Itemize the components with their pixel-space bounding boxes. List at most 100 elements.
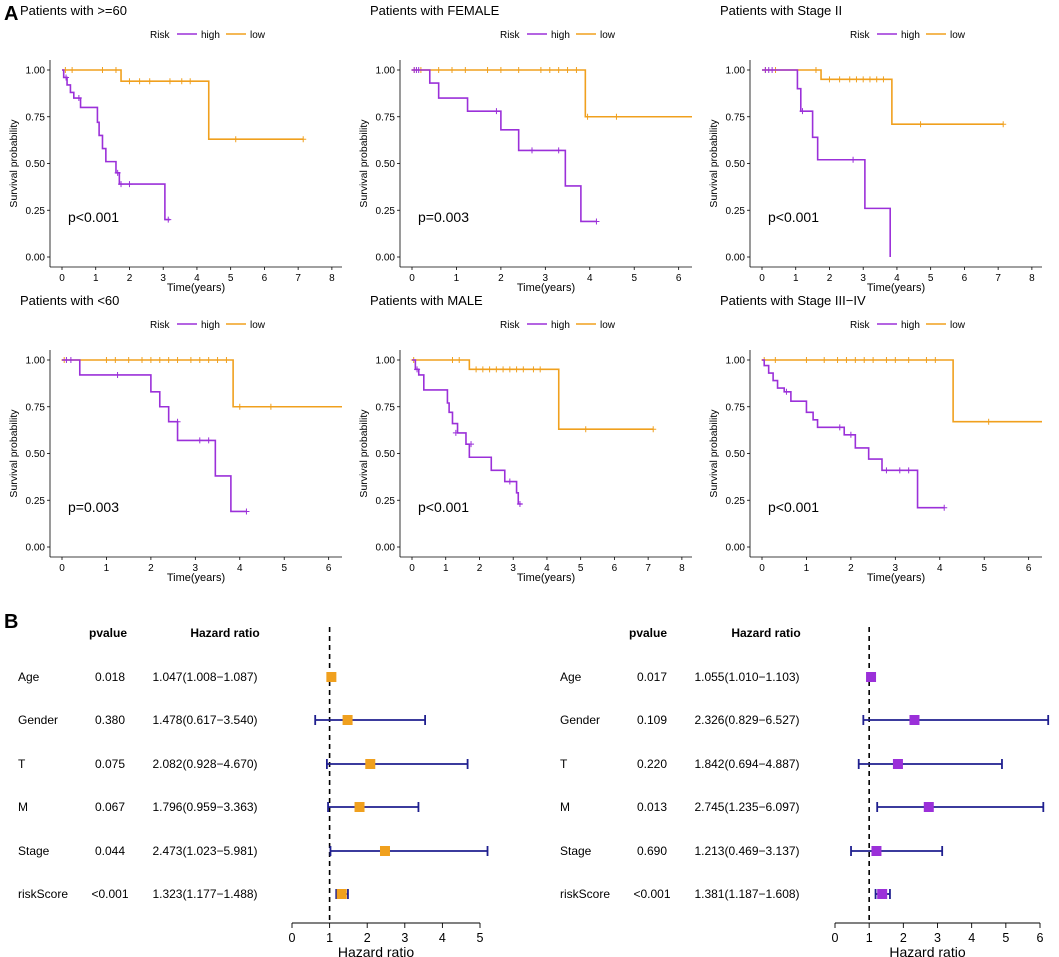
x-axis-label: Time(years) [167,282,225,294]
row-label: riskScore [18,887,68,901]
censor-mark-high [126,181,133,188]
y-tick-label: 0.25 [26,206,46,217]
y-tick-label: 0.25 [726,206,746,217]
km-title: Patients with <60 [20,293,119,308]
y-tick-label: 1.00 [376,356,396,367]
x-axis-label: Time(years) [517,572,575,584]
censor-mark-low [812,67,819,73]
legend-title: Risk [500,320,520,331]
x-tick-label: 7 [295,273,301,284]
km-plot-1: Patients with >=60 Risk high low 0.00 0.25 0.5… [8,3,342,294]
censor-mark-low [449,67,455,73]
x-tick-label: 0 [409,563,415,574]
x-tick-label: 6 [1026,563,1032,574]
p-value: p=0.003 [68,499,119,515]
y-tick-label: 0.25 [726,496,746,507]
row-label: Gender [18,713,58,727]
censor-mark-low [772,357,779,363]
y-axis-label: Survival probability [708,119,720,208]
x-tick-label: 5 [578,563,584,574]
censor-mark-high [836,424,843,431]
x-tick-label: 2 [477,563,483,574]
censor-mark-low [174,357,181,363]
censor-mark-high [941,504,948,511]
km-plots: Patients with >=60 Risk high low 0.00 0.25 0.5… [8,3,1042,584]
km-plot-2: Patients with FEMALE Risk high low 0.00 0.25 0… [358,3,692,294]
forest-plots: pvalue Hazard ratio Age 0.018 1.047(1.008−1.… [18,626,1050,957]
p-value: p<0.001 [768,209,819,225]
p-value: p<0.001 [418,499,469,515]
row-hr-text: 1.381(1.187−1.608) [694,887,799,901]
censor-mark-low [861,357,868,363]
p-value: p<0.001 [68,209,119,225]
y-tick-label: 0.25 [26,496,46,507]
x-tick-label: 1 [793,273,799,284]
forest-plot-2: pvalue Hazard ratio Age 0.017 1.055(1.010−1.… [560,626,1050,957]
x-tick-label: 4 [937,563,943,574]
survival-curve-low [412,69,692,118]
x-tick-label: 6 [676,273,682,284]
forest-x-tick-label: 3 [934,931,941,945]
forest-x-tick-label: 2 [364,931,371,945]
y-tick-label: 1.00 [726,66,746,77]
censor-mark-low [165,357,172,363]
censor-mark-low [584,113,591,120]
survival-curve-low [62,69,304,140]
row-pvalue: 0.067 [95,800,125,814]
x-tick-label: 2 [127,273,133,284]
censor-mark-low [267,403,274,410]
y-tick-label: 1.00 [26,66,46,77]
row-label: Gender [560,713,600,727]
legend-title: Risk [850,30,870,41]
x-tick-label: 1 [104,563,110,574]
survival-curve-high [62,359,247,513]
censor-mark-high [905,467,912,474]
x-tick-label: 5 [981,563,987,574]
row-label: Age [18,670,40,684]
row-pvalue: 0.109 [637,713,667,727]
legend-label-high: high [551,30,570,41]
x-axis-label: Time(years) [867,572,925,584]
legend-label-low: low [950,320,966,331]
forest-x-tick-label: 6 [1037,931,1044,945]
hr-box [342,715,353,725]
censor-mark-low [486,366,493,373]
forest-x-tick-label: 4 [439,931,446,945]
row-hr-text: 1.055(1.010−1.103) [694,670,799,684]
y-tick-label: 0.00 [376,543,396,554]
censor-mark-low [836,76,843,83]
row-hr-text: 2.326(0.829−6.527) [694,713,799,727]
forest-x-tick-label: 5 [477,931,484,945]
censor-mark-high [883,467,890,474]
censor-mark-high [165,216,172,223]
censor-mark-low [473,366,480,373]
km-title: Patients with Stage II [720,3,842,18]
legend-label-high: high [201,320,220,331]
x-tick-label: 0 [759,563,765,574]
hr-box [871,846,882,856]
km-title: Patients with MALE [370,293,483,308]
censor-mark-low [573,67,580,73]
censor-mark-low [932,357,939,363]
x-tick-label: 5 [228,273,234,284]
row-label: Stage [560,844,592,858]
hr-box [866,672,877,682]
hr-box [354,802,365,812]
censor-mark-low [923,357,930,363]
censor-mark-high [769,67,776,73]
censor-mark-low [187,357,194,363]
survival-curve-high [762,359,945,509]
x-tick-label: 6 [262,273,268,284]
legend-label-high: high [551,320,570,331]
row-pvalue: 0.018 [95,670,125,684]
censor-mark-low [870,357,877,363]
y-axis-label: Survival probability [8,119,20,208]
y-tick-label: 0.50 [726,159,746,170]
censor-mark-low [515,67,522,73]
censor-mark-high [415,67,422,73]
censor-mark-low [853,76,860,83]
x-tick-label: 0 [59,273,65,284]
censor-mark-low [136,78,143,85]
x-tick-label: 1 [93,273,99,284]
x-tick-label: 0 [759,273,765,284]
